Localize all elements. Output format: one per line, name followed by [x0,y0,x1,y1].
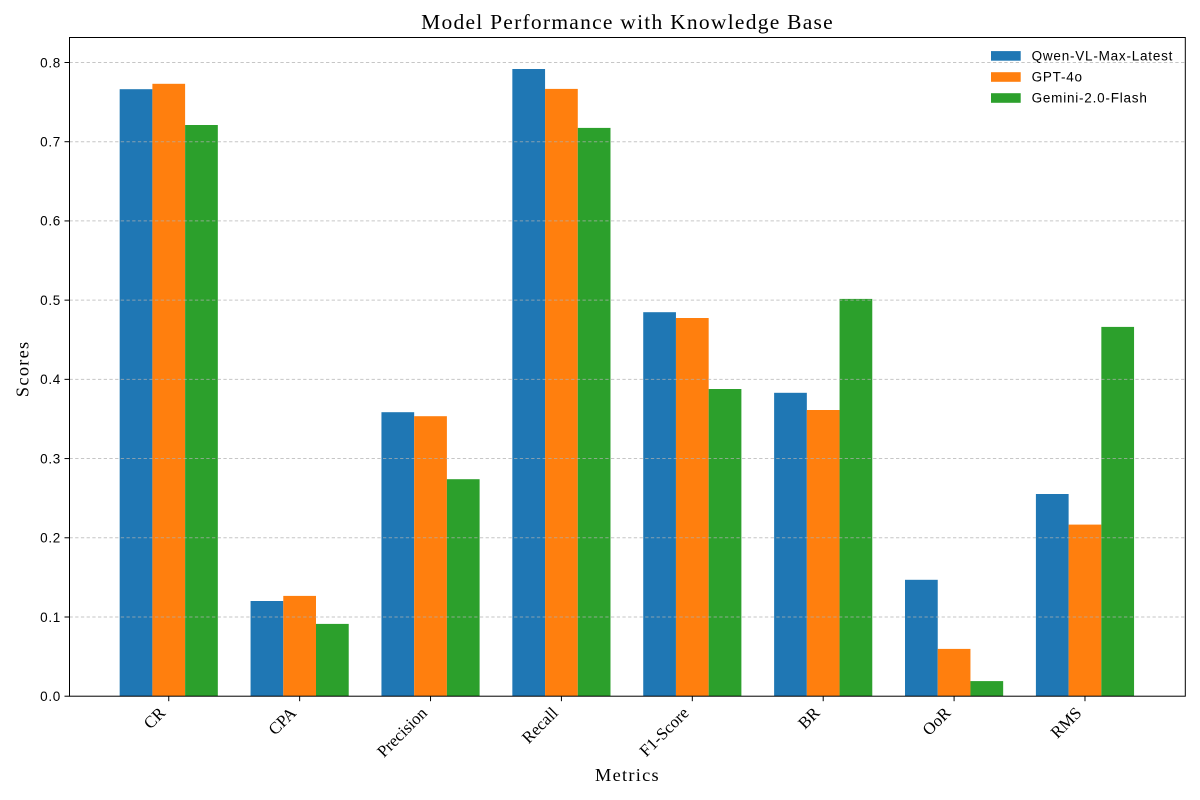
svg-text:GPT-4o: GPT-4o [1032,70,1083,85]
svg-text:0.6: 0.6 [40,214,61,229]
svg-text:Model Performance with Knowled: Model Performance with Knowledge Base [421,10,834,34]
svg-text:Metrics: Metrics [595,765,660,785]
svg-text:Scores: Scores [13,341,33,398]
svg-text:0.7: 0.7 [40,135,61,150]
svg-text:Gemini-2.0-Flash: Gemini-2.0-Flash [1032,91,1148,106]
svg-text:0.4: 0.4 [40,372,61,387]
svg-text:0.1: 0.1 [40,610,61,625]
svg-text:0.2: 0.2 [40,531,61,546]
svg-text:0.5: 0.5 [40,293,61,308]
svg-text:0.0: 0.0 [40,689,61,704]
svg-text:Qwen-VL-Max-Latest: Qwen-VL-Max-Latest [1032,48,1174,63]
svg-text:0.3: 0.3 [40,451,61,466]
svg-text:0.8: 0.8 [40,55,61,70]
